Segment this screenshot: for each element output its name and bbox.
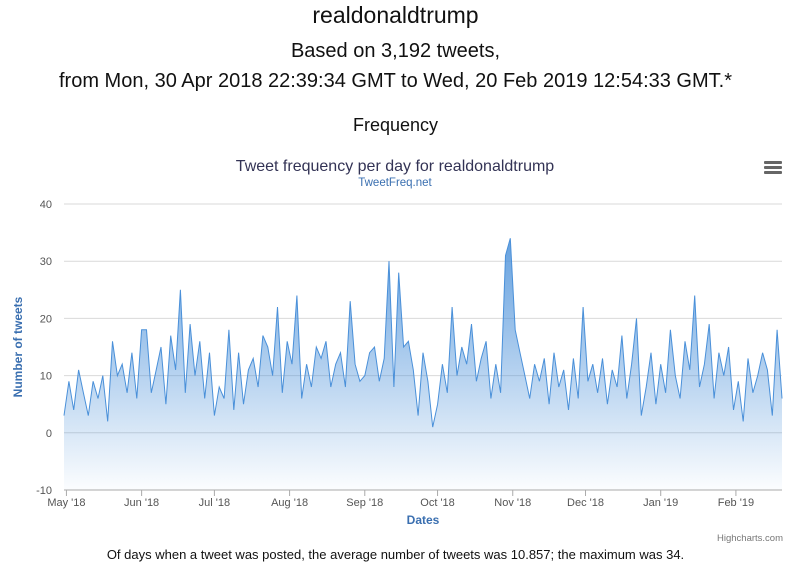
x-tick-label: Sep '18 — [346, 497, 383, 509]
summary-line-2: from Mon, 30 Apr 2018 22:39:34 GMT to We… — [59, 70, 732, 92]
y-tick-label: 10 — [40, 371, 52, 383]
section-heading: Frequency — [352, 115, 439, 135]
chart-title: Tweet frequency per day for realdonaldtr… — [236, 158, 555, 175]
x-tick-label: May '18 — [47, 497, 85, 509]
page-title: realdonaldtrump — [312, 2, 479, 28]
y-tick-label: 20 — [40, 313, 52, 325]
x-tick-label: Nov '18 — [494, 497, 531, 509]
x-tick-label: Jun '18 — [124, 497, 159, 509]
series-line — [63, 238, 783, 428]
x-tick-label: Jan '19 — [643, 497, 678, 509]
y-tick-label: 30 — [40, 256, 52, 268]
series-area — [64, 238, 782, 490]
x-tick-label: Aug '18 — [271, 497, 308, 509]
chart-menu-icon[interactable] — [764, 161, 782, 175]
chart-subtitle: TweetFreq.net — [358, 177, 432, 189]
y-tick-label: 0 — [46, 428, 52, 440]
chart-svg: Tweet frequency per day for realdonaldtr… — [11, 158, 783, 544]
y-tick-label: -10 — [36, 485, 52, 497]
y-tick-label: 40 — [40, 199, 52, 211]
summary-line-1: Based on 3,192 tweets, — [290, 40, 501, 62]
x-axis-title: Dates — [407, 513, 440, 527]
x-tick-label: Jul '18 — [199, 497, 230, 509]
footer-note: Of days when a tweet was posted, the ave… — [106, 547, 685, 562]
x-tick-label: Oct '18 — [420, 497, 455, 509]
x-tick-label: Dec '18 — [567, 497, 604, 509]
y-axis-title: Number of tweets — [11, 296, 25, 397]
chart-credits: Highcharts.com — [717, 533, 783, 544]
x-tick-label: Feb '19 — [718, 497, 754, 509]
chart-container: Tweet frequency per day for realdonaldtr… — [0, 148, 791, 548]
